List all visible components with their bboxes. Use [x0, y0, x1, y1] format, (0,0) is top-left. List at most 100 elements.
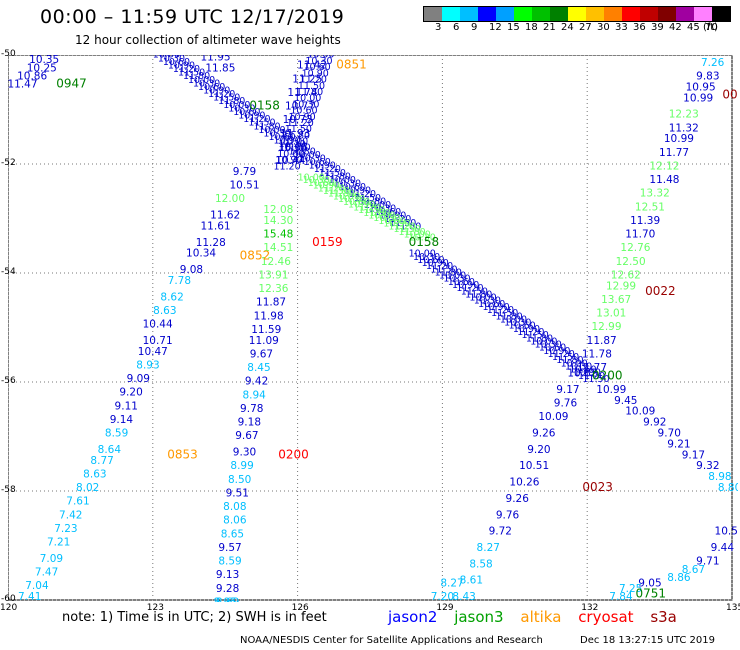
swh-value-label: 9.45 [614, 395, 637, 407]
swh-value-label: 7.42 [59, 509, 82, 521]
colorbar-tick: 6 [453, 22, 460, 33]
dense-track-mark: 11.80 [465, 289, 492, 300]
swh-value-label: 9.76 [496, 509, 520, 521]
colorbar-swatch [658, 7, 676, 21]
dense-track-mark: 11.50 [323, 186, 350, 197]
swh-value-label: 7.25 [619, 583, 642, 595]
dense-track-mark: 10.30 [474, 296, 501, 307]
colorbar-swatch [496, 7, 514, 21]
swh-value-label: 8.64 [98, 444, 122, 456]
dense-track-mark: 10.90 [383, 219, 410, 230]
swh-value-label: 10.09 [538, 411, 568, 423]
swh-value-label: 7.78 [168, 275, 191, 287]
swh-value-label: 7.60 [703, 55, 726, 58]
swh-value-label: 8.93 [136, 359, 159, 371]
swh-value-label: 9.70 [658, 428, 681, 440]
swh-value-label: 10.51 [519, 460, 549, 472]
swh-value-label: 10.99 [596, 384, 626, 396]
dense-track-mark: 10.60 [417, 255, 444, 266]
swh-value-label: 9.72 [30, 55, 53, 58]
colorbar-tick: 21 [543, 22, 556, 33]
colorbar [423, 6, 731, 22]
dense-track-mark: 10.90 [203, 85, 230, 96]
colorbar-tick: 3 [435, 22, 442, 33]
dense-track-mark: 10.90 [513, 324, 540, 335]
swh-value-label: 9.30 [233, 447, 256, 459]
pass-time-label: 00 [722, 88, 737, 102]
dense-track-mark: 10.60 [233, 107, 260, 118]
swh-value-label: 9.20 [119, 387, 142, 399]
swh-value-label: 10.73 [283, 114, 313, 126]
dense-track-mark: 10.30 [369, 204, 396, 215]
dense-track-mark: 10.90 [275, 155, 302, 166]
dense-track-mark: 11.50 [491, 308, 518, 319]
swh-value-label: 13.32 [640, 188, 670, 200]
swh-value-label: 9.79 [233, 166, 256, 178]
swh-value-label: 11.87 [587, 335, 617, 347]
dense-track-mark: 10.90 [452, 280, 479, 291]
dense-track-mark: 10.30 [305, 56, 332, 67]
dense-track-mark: 11.20 [456, 283, 483, 294]
swh-value-label: 11.59 [251, 324, 281, 336]
dense-track-mark: 11.80 [394, 221, 421, 232]
dense-track-mark: 11.80 [296, 87, 323, 98]
swh-value-label: 12.08 [263, 204, 293, 216]
dense-track-mark: 10.30 [409, 232, 436, 243]
wave-height-map: 10.0010.3010.6010.9011.2011.5011.8010.00… [8, 55, 738, 602]
dense-track-mark: 11.50 [319, 168, 346, 179]
x-tick-label: 135 [726, 603, 740, 613]
dense-track-mark: 10.00 [153, 55, 180, 61]
swh-value-label: 11.47 [8, 79, 38, 91]
dense-track-mark: 10.60 [343, 197, 370, 208]
swh-value-label: 8.61 [460, 575, 483, 587]
swh-value-label: 11.74 [287, 87, 317, 99]
legend-altika: altika [520, 608, 562, 626]
swh-value-label: 8.65 [221, 528, 244, 540]
dense-track-mark: 10.60 [268, 132, 295, 143]
swh-value-label: 12.76 [620, 242, 650, 254]
dense-track-mark: 10.30 [338, 194, 365, 205]
colorbar-swatch [532, 7, 550, 21]
dense-track-mark: 11.50 [298, 81, 325, 92]
dense-track-mark: 11.80 [495, 311, 522, 322]
dense-track-mark: 10.00 [258, 125, 285, 136]
swh-value-label: 10.62 [567, 368, 597, 380]
swh-value-label: 9.92 [643, 417, 666, 429]
swh-value-label: 9.17 [682, 449, 705, 461]
dense-track-mark: 10.00 [404, 230, 431, 241]
swh-value-label: 12.51 [635, 201, 665, 213]
swh-value-label: 7.47 [35, 566, 58, 578]
swh-value-label: 12.23 [669, 109, 699, 121]
swh-value-label: 7.20 [431, 591, 454, 602]
swh-value-label: 10.44 [275, 155, 305, 167]
pass-time-label: 0158 [409, 235, 440, 249]
x-tick-label: 132 [581, 603, 599, 613]
pass-time-label: 0023 [582, 480, 613, 494]
swh-value-label: 10.95 [686, 81, 716, 93]
satellite-legend: jason2 jason3 altika cryosat s3a [388, 608, 689, 626]
dense-track-mark: 10.30 [263, 128, 290, 139]
dense-track-mark: 10.00 [439, 271, 466, 282]
pass-time-label: 0158 [249, 99, 280, 113]
swh-value-label: 10.44 [143, 319, 173, 331]
x-tick-label: 123 [146, 603, 164, 613]
pass-time-label: 0159 [312, 235, 343, 249]
dense-track-mark: 10.00 [409, 249, 436, 260]
swh-value-label: 11.39 [630, 215, 660, 227]
x-tick-label: 129 [436, 603, 454, 613]
dense-track-mark: 10.00 [281, 137, 308, 148]
swh-value-label: 7.41 [18, 591, 41, 602]
swh-value-label: 8.59 [105, 428, 128, 440]
dense-track-mark: 10.00 [294, 93, 321, 104]
dense-track-mark: 10.60 [569, 365, 596, 376]
dense-track-mark: 11.50 [213, 93, 240, 104]
dense-track-mark: 11.80 [526, 333, 553, 344]
colorbar-swatch [712, 7, 730, 21]
legend-jason2: jason2 [388, 608, 438, 626]
pass-time-label: 0853 [167, 447, 198, 461]
dense-track-mark: 10.30 [193, 78, 220, 89]
swh-value-label: 10.99 [683, 92, 713, 104]
swh-value-label: 11.62 [210, 210, 240, 222]
swh-value-label: 9.51 [226, 487, 249, 499]
dense-track-mark: 10.60 [448, 277, 475, 288]
